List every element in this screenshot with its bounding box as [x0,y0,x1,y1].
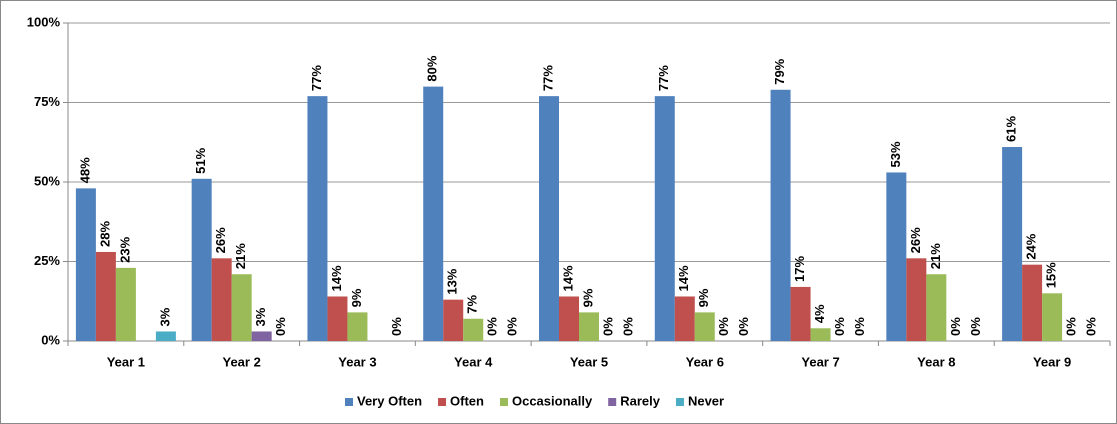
data-label: 77% [540,65,555,91]
y-tick-label: 0% [41,332,60,347]
data-label: 26% [908,227,923,253]
bar [231,274,252,341]
data-label: 77% [656,65,671,91]
data-label: 0% [736,317,751,336]
data-label: 0% [716,317,731,336]
bar [327,296,348,341]
data-label: 51% [193,147,208,173]
bar [539,96,559,341]
legend-label: Never [688,393,724,408]
bar [115,267,136,341]
data-label: 21% [233,243,248,269]
data-label: 3% [157,307,172,326]
data-label: 0% [948,317,963,336]
bar [810,328,831,341]
x-tick-label: Year 4 [454,354,493,369]
bar [926,274,947,341]
data-label: 9% [696,288,711,307]
data-label: 14% [560,265,575,291]
x-tick-label: Year 9 [1033,354,1071,369]
data-label: 0% [968,317,983,336]
data-label: 0% [852,317,867,336]
legend-swatch [499,398,508,406]
data-label: 13% [445,268,460,294]
bar [347,312,368,341]
data-label: 14% [329,265,344,291]
bar [463,318,484,341]
data-label: 26% [213,227,228,253]
legend-label: Rarely [620,393,661,408]
data-label: 0% [485,317,500,336]
data-label: 0% [832,317,847,336]
data-label: 3% [253,307,268,326]
bar [1042,293,1063,341]
data-label: 0% [600,317,615,336]
data-label: 48% [77,157,92,183]
bar [654,96,675,341]
bar [770,89,791,341]
legend-swatch [345,398,353,406]
data-label: 61% [1004,116,1019,142]
bar [694,312,715,341]
x-tick-label: Year 7 [801,354,839,369]
bar [191,178,212,341]
x-tick-label: Year 2 [223,354,261,369]
data-label: 7% [465,295,480,314]
data-label: 80% [425,55,440,81]
bar [559,296,579,341]
data-label: 17% [792,255,807,281]
data-label: 0% [389,317,404,336]
bar [906,258,927,341]
data-label: 79% [772,58,787,84]
data-label: 9% [349,288,364,307]
bar [75,188,96,341]
data-label: 24% [1024,233,1039,259]
data-label: 21% [928,243,943,269]
data-label: 0% [1084,317,1099,336]
bar [251,331,272,341]
data-label: 0% [505,317,520,336]
y-tick-label: 25% [34,253,60,268]
bar [443,299,464,341]
data-label: 23% [117,236,132,262]
bar [790,286,811,341]
data-label: 53% [888,141,903,167]
x-tick-label: Year 8 [917,354,955,369]
y-tick-label: 75% [34,94,60,109]
data-label: 0% [273,317,288,336]
bar [155,331,176,341]
data-label: 0% [1064,317,1079,336]
legend-label: Occasionally [512,393,593,408]
x-tick-label: Year 5 [570,354,608,369]
legend-swatch [608,398,617,406]
legend-swatch [438,398,447,406]
bar [1002,147,1023,341]
bar [674,296,695,341]
x-tick-label: Year 1 [107,354,145,369]
y-tick-label: 50% [34,173,60,188]
data-label: 9% [580,288,595,307]
x-tick-label: Year 6 [686,354,724,369]
bar [95,251,116,341]
bar [307,96,328,341]
x-tick-label: Year 3 [338,354,376,369]
data-label: 0% [620,317,635,336]
y-tick-label: 100% [27,14,61,29]
data-label: 15% [1044,262,1059,288]
data-label: 14% [676,265,691,291]
bar [886,172,907,341]
data-label: 28% [97,221,112,247]
data-label: 77% [309,65,324,91]
legend-swatch [675,398,684,406]
bar [423,86,444,341]
bar [1022,264,1043,341]
bar [211,258,232,341]
legend-label: Often [450,393,484,408]
bar [579,312,599,341]
data-label: 4% [812,304,827,323]
legend-label: Very Often [357,393,422,408]
